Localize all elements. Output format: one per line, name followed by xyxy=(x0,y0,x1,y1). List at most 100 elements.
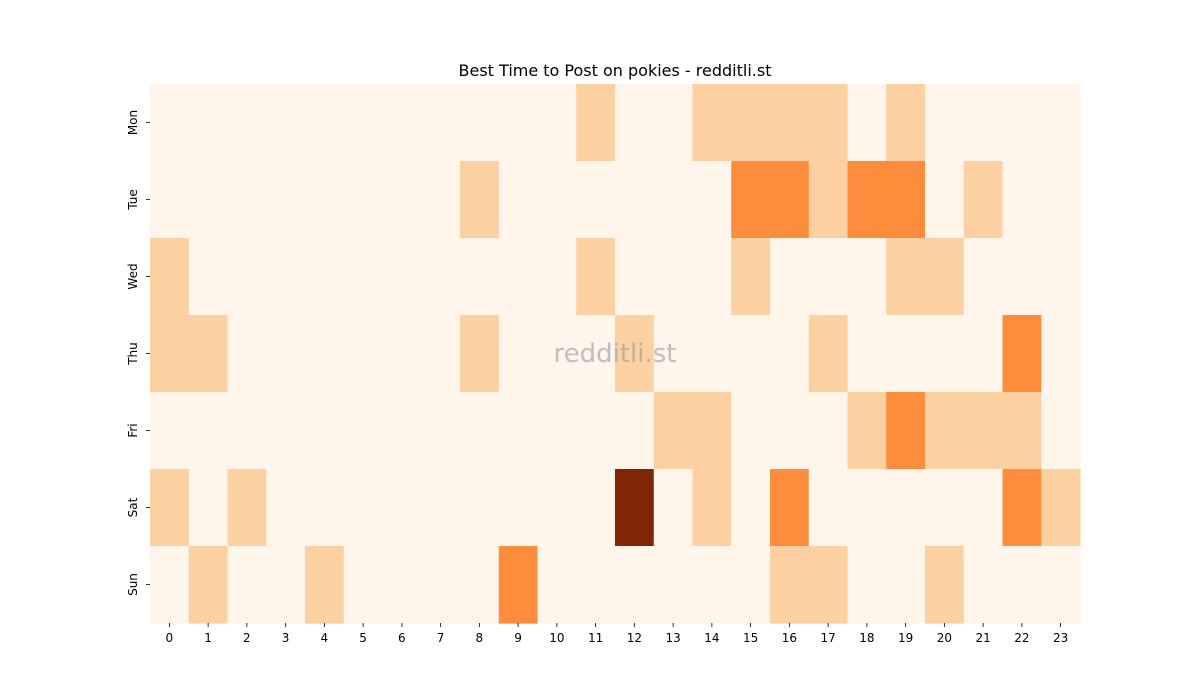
heatmap-cell-sun-11 xyxy=(576,546,616,624)
heatmap-cell-mon-21 xyxy=(963,84,1004,162)
heatmap-cell-tue-9 xyxy=(498,161,539,239)
heatmap-cell-wed-6 xyxy=(382,238,422,316)
heatmap-cell-thu-12 xyxy=(615,315,655,393)
heatmap-cell-mon-16 xyxy=(770,84,810,162)
heatmap-cell-wed-16 xyxy=(770,238,810,316)
heatmap-cell-fri-8 xyxy=(460,392,500,470)
heatmap-cell-sat-19 xyxy=(886,469,926,547)
heatmap-cell-sun-22 xyxy=(1002,546,1042,624)
y-tick-label: Sun xyxy=(126,573,140,596)
heatmap-cell-fri-17 xyxy=(808,392,849,470)
heatmap-cell-mon-18 xyxy=(847,84,887,162)
heatmap-cell-wed-9 xyxy=(498,238,539,316)
heatmap-cell-wed-14 xyxy=(692,238,732,316)
heatmap-cell-thu-6 xyxy=(382,315,422,393)
heatmap-cell-fri-9 xyxy=(498,392,539,470)
heatmap-cell-mon-1 xyxy=(188,84,229,162)
heatmap-cell-wed-8 xyxy=(460,238,500,316)
heatmap-cell-mon-5 xyxy=(343,84,384,162)
heatmap-cell-mon-15 xyxy=(731,84,771,162)
heatmap-cell-fri-21 xyxy=(963,392,1004,470)
heatmap-cell-sat-23 xyxy=(1041,469,1081,547)
x-tick-label: 14 xyxy=(704,631,719,645)
x-tick-label: 1 xyxy=(204,631,212,645)
heatmap-cell-tue-23 xyxy=(1041,161,1081,239)
heatmap-cell-thu-10 xyxy=(537,315,577,393)
heatmap-cell-mon-13 xyxy=(653,84,694,162)
heatmap-cell-sat-17 xyxy=(808,469,849,547)
heatmap-cell-fri-20 xyxy=(925,392,965,470)
heatmap-cell-tue-12 xyxy=(615,161,655,239)
x-tick-label: 17 xyxy=(820,631,835,645)
x-tick-label: 8 xyxy=(476,631,484,645)
y-tick-label: Thu xyxy=(126,342,140,366)
heatmap-cell-tue-13 xyxy=(653,161,694,239)
heatmap-cell-thu-8 xyxy=(460,315,500,393)
heatmap-cell-sat-11 xyxy=(576,469,616,547)
heatmap-cell-fri-5 xyxy=(343,392,384,470)
heatmap-cell-fri-7 xyxy=(421,392,461,470)
heatmap-cell-fri-12 xyxy=(615,392,655,470)
heatmap-cell-tue-7 xyxy=(421,161,461,239)
heatmap-cell-sun-4 xyxy=(305,546,345,624)
heatmap-cell-sun-23 xyxy=(1041,546,1081,624)
heatmap-cell-sun-8 xyxy=(460,546,500,624)
heatmap-cell-sun-16 xyxy=(770,546,810,624)
heatmap-cell-sun-7 xyxy=(421,546,461,624)
heatmap-cell-thu-3 xyxy=(266,315,306,393)
heatmap-cell-tue-6 xyxy=(382,161,422,239)
heatmap-cell-sun-2 xyxy=(227,546,267,624)
heatmap-cell-fri-4 xyxy=(305,392,345,470)
heatmap-cell-thu-2 xyxy=(227,315,267,393)
heatmap-cell-sun-21 xyxy=(963,546,1004,624)
heatmap-cell-tue-16 xyxy=(770,161,810,239)
x-tick-label: 18 xyxy=(859,631,874,645)
heatmap-cell-thu-18 xyxy=(847,315,887,393)
heatmap-cell-wed-17 xyxy=(808,238,849,316)
heatmap-cell-wed-21 xyxy=(963,238,1004,316)
heatmap-cell-mon-7 xyxy=(421,84,461,162)
heatmap-cells xyxy=(150,84,1081,624)
heatmap-cell-wed-2 xyxy=(227,238,267,316)
heatmap-cell-sun-15 xyxy=(731,546,771,624)
heatmap-cell-fri-23 xyxy=(1041,392,1081,470)
heatmap-cell-tue-5 xyxy=(343,161,384,239)
heatmap-cell-wed-1 xyxy=(188,238,229,316)
x-tick-label: 12 xyxy=(627,631,642,645)
heatmap-cell-sat-5 xyxy=(343,469,384,547)
heatmap-cell-thu-14 xyxy=(692,315,732,393)
heatmap-cell-sun-10 xyxy=(537,546,577,624)
heatmap-cell-sat-4 xyxy=(305,469,345,547)
heatmap-cell-thu-0 xyxy=(150,315,190,393)
heatmap-cell-thu-5 xyxy=(343,315,384,393)
x-tick-label: 3 xyxy=(282,631,290,645)
heatmap-cell-mon-11 xyxy=(576,84,616,162)
heatmap-cell-tue-4 xyxy=(305,161,345,239)
heatmap-cell-mon-12 xyxy=(615,84,655,162)
heatmap-cell-mon-10 xyxy=(537,84,577,162)
x-tick-label: 16 xyxy=(782,631,797,645)
heatmap-cell-thu-19 xyxy=(886,315,926,393)
heatmap-cell-fri-0 xyxy=(150,392,190,470)
y-tick-label: Tue xyxy=(126,189,140,211)
heatmap-cell-sat-22 xyxy=(1002,469,1042,547)
heatmap-cell-tue-15 xyxy=(731,161,771,239)
heatmap-cell-sun-19 xyxy=(886,546,926,624)
heatmap-cell-wed-22 xyxy=(1002,238,1042,316)
heatmap-cell-tue-18 xyxy=(847,161,887,239)
heatmap-cell-wed-15 xyxy=(731,238,771,316)
x-tick-label: 6 xyxy=(398,631,406,645)
heatmap-cell-tue-8 xyxy=(460,161,500,239)
heatmap-cell-sun-3 xyxy=(266,546,306,624)
heatmap-cell-sun-13 xyxy=(653,546,694,624)
heatmap-cell-fri-19 xyxy=(886,392,926,470)
heatmap-cell-sat-20 xyxy=(925,469,965,547)
heatmap-cell-mon-9 xyxy=(498,84,539,162)
heatmap-cell-fri-11 xyxy=(576,392,616,470)
heatmap-cell-mon-17 xyxy=(808,84,849,162)
heatmap-cell-sat-9 xyxy=(498,469,539,547)
x-tick-label: 0 xyxy=(166,631,174,645)
heatmap-cell-mon-2 xyxy=(227,84,267,162)
heatmap-cell-wed-11 xyxy=(576,238,616,316)
y-tick-label: Mon xyxy=(126,110,140,135)
